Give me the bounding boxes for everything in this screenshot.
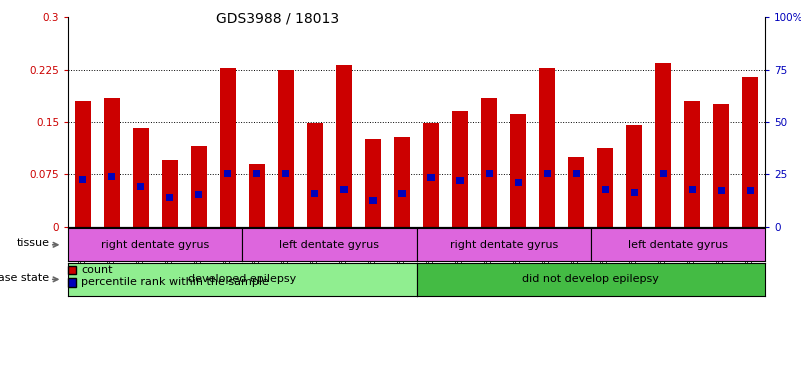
Bar <box>162 160 178 227</box>
FancyBboxPatch shape <box>68 266 76 274</box>
Bar <box>224 170 231 177</box>
Bar <box>340 186 348 193</box>
Bar <box>133 128 149 227</box>
Bar <box>573 170 580 177</box>
Bar <box>74 101 91 227</box>
Bar <box>365 139 381 227</box>
Text: count: count <box>81 265 112 275</box>
Bar <box>253 170 260 177</box>
Bar <box>452 111 468 227</box>
Bar <box>457 177 464 184</box>
Text: right dentate gyrus: right dentate gyrus <box>101 240 209 250</box>
Text: right dentate gyrus: right dentate gyrus <box>449 240 557 250</box>
Bar <box>398 190 405 197</box>
Bar <box>249 164 265 227</box>
Bar <box>684 101 700 227</box>
Bar <box>743 76 759 227</box>
Bar <box>568 157 584 227</box>
Bar <box>307 123 323 227</box>
Bar <box>747 187 754 194</box>
Bar <box>423 123 439 227</box>
Bar <box>369 197 376 204</box>
Bar <box>660 170 667 177</box>
Bar <box>630 189 638 196</box>
Bar <box>626 126 642 227</box>
Bar <box>191 146 207 227</box>
Bar <box>689 186 696 193</box>
Bar <box>714 104 730 227</box>
Bar <box>718 187 725 194</box>
Text: developed epilepsy: developed epilepsy <box>188 274 296 285</box>
Text: left dentate gyrus: left dentate gyrus <box>280 240 380 250</box>
Bar <box>394 137 410 227</box>
Text: tissue: tissue <box>16 238 50 248</box>
Text: percentile rank within the sample: percentile rank within the sample <box>81 277 269 287</box>
Bar <box>312 190 319 197</box>
FancyBboxPatch shape <box>68 278 76 287</box>
Bar <box>219 68 235 227</box>
Bar <box>282 170 289 177</box>
Bar <box>195 191 203 198</box>
Bar <box>655 63 671 227</box>
Bar <box>514 179 521 186</box>
Bar <box>137 183 144 190</box>
Bar <box>336 65 352 227</box>
Bar <box>539 68 555 227</box>
Bar <box>544 170 551 177</box>
Text: left dentate gyrus: left dentate gyrus <box>628 240 728 250</box>
Bar <box>485 170 493 177</box>
Bar <box>278 70 294 227</box>
Bar <box>602 186 609 193</box>
Bar <box>108 173 115 180</box>
Bar <box>510 114 526 227</box>
Text: GDS3988 / 18013: GDS3988 / 18013 <box>215 12 339 25</box>
Bar <box>428 174 435 180</box>
Bar <box>166 194 173 201</box>
Text: disease state: disease state <box>0 273 50 283</box>
Bar <box>103 98 119 227</box>
Bar <box>598 149 614 227</box>
Bar <box>481 98 497 227</box>
Text: did not develop epilepsy: did not develop epilepsy <box>522 274 659 285</box>
Bar <box>79 175 87 183</box>
